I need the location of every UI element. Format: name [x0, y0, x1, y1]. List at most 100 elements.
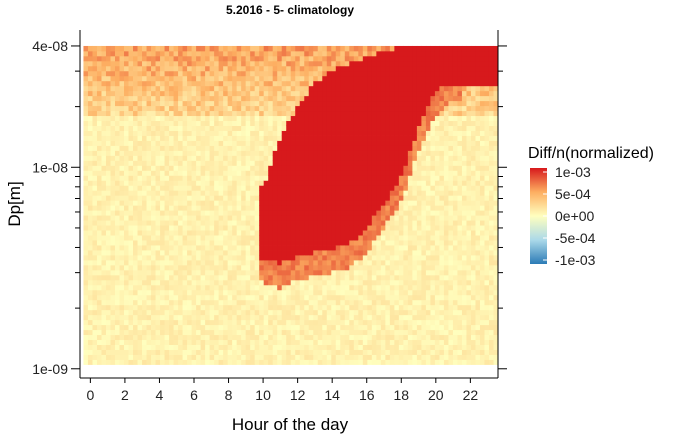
heatmap-cell [353, 269, 359, 276]
heatmap-cell [263, 354, 269, 360]
heatmap-cell [101, 279, 107, 286]
heatmap-cell [277, 60, 283, 67]
heatmap-cell [290, 250, 296, 256]
heatmap-cell [196, 240, 202, 246]
heatmap-cell [322, 110, 328, 117]
heatmap-cell [223, 185, 229, 191]
heatmap-cell [164, 259, 170, 266]
heatmap-cell [101, 55, 107, 62]
heatmap-cell [259, 299, 265, 306]
heatmap-cell [290, 279, 296, 286]
heatmap-cell [376, 100, 382, 107]
heatmap-cell [290, 60, 296, 67]
heatmap-cell [205, 235, 211, 241]
heatmap-cell [178, 284, 183, 291]
heatmap-cell [398, 309, 404, 316]
heatmap-cell [227, 120, 233, 126]
heatmap-cell [164, 145, 170, 151]
heatmap-cell [259, 55, 265, 62]
heatmap-cell [259, 279, 265, 286]
heatmap-cell [178, 309, 183, 316]
heatmap-cell [119, 125, 125, 131]
heatmap-cell [187, 130, 192, 136]
heatmap-cell [403, 264, 409, 271]
heatmap-cell [376, 284, 382, 291]
heatmap-cell [223, 359, 229, 365]
heatmap-cell [331, 130, 337, 136]
heatmap-cell [362, 200, 368, 206]
heatmap-cell [425, 289, 431, 296]
heatmap-cell [389, 90, 395, 97]
heatmap-cell [200, 250, 206, 256]
heatmap-cell [105, 135, 111, 141]
heatmap-cell [304, 135, 310, 141]
heatmap-cell [304, 145, 310, 151]
heatmap-cell [101, 70, 107, 77]
heatmap-cell [380, 185, 386, 191]
heatmap-cell [335, 120, 341, 126]
heatmap-cell [304, 100, 310, 107]
heatmap-cell [362, 294, 368, 301]
heatmap-cell [87, 210, 93, 216]
heatmap-cell [290, 269, 296, 276]
heatmap-cell [241, 279, 247, 286]
heatmap-cell [313, 354, 319, 360]
heatmap-cell [412, 65, 418, 72]
heatmap-cell [146, 70, 152, 77]
heatmap-cell [173, 170, 179, 176]
heatmap-cell [286, 319, 292, 326]
heatmap-cell [110, 150, 116, 156]
heatmap-cell [299, 334, 305, 341]
heatmap-cell [290, 75, 296, 82]
heatmap-cell [83, 269, 89, 276]
heatmap-cell [105, 210, 111, 216]
heatmap-cell [151, 344, 156, 350]
heatmap-cell [155, 120, 161, 126]
heatmap-cell [205, 215, 211, 221]
heatmap-cell [389, 349, 395, 355]
heatmap-cell [83, 45, 89, 52]
heatmap-cell [380, 145, 386, 151]
heatmap-cell [398, 175, 404, 181]
heatmap-cell [331, 324, 337, 331]
heatmap-cell [160, 210, 165, 216]
heatmap-cell [268, 65, 274, 72]
heatmap-cell [263, 205, 269, 211]
heatmap-cell [205, 170, 211, 176]
heatmap-cell [142, 165, 147, 171]
heatmap-cell [105, 245, 111, 251]
heatmap-cell [304, 274, 310, 281]
heatmap-cell [124, 130, 129, 136]
heatmap-cell [308, 250, 314, 256]
heatmap-cell [331, 255, 337, 261]
heatmap-cell [263, 100, 269, 107]
heatmap-cell [380, 319, 386, 326]
heatmap-cell [205, 339, 211, 345]
heatmap-cell [178, 319, 183, 326]
heatmap-cell [124, 235, 129, 241]
heatmap-cell [331, 279, 337, 286]
heatmap-cell [173, 240, 179, 246]
heatmap-cell [142, 115, 147, 122]
heatmap-cell [376, 130, 382, 136]
heatmap-cell [223, 215, 229, 221]
heatmap-cell [367, 210, 373, 216]
heatmap-cell [96, 95, 102, 102]
heatmap-cell [223, 195, 229, 201]
heatmap-cell [286, 235, 292, 241]
heatmap-cell [398, 245, 404, 251]
heatmap-cell [87, 175, 93, 181]
heatmap-cell [205, 175, 211, 181]
heatmap-cell [322, 95, 328, 102]
heatmap-cell [376, 259, 382, 266]
heatmap-cell [254, 264, 260, 271]
heatmap-cell [191, 225, 197, 231]
heatmap-cell [344, 125, 350, 131]
heatmap-cell [133, 165, 138, 171]
heatmap-cell [119, 145, 125, 151]
heatmap-cell [146, 284, 152, 291]
heatmap-cell [250, 255, 256, 261]
heatmap-cell [263, 334, 269, 341]
heatmap-cell [105, 80, 111, 87]
heatmap-cell [268, 339, 274, 345]
